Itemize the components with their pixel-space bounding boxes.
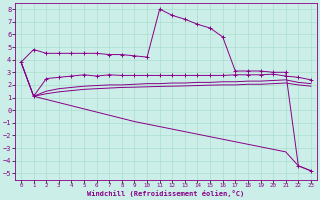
X-axis label: Windchill (Refroidissement éolien,°C): Windchill (Refroidissement éolien,°C) — [87, 190, 244, 197]
